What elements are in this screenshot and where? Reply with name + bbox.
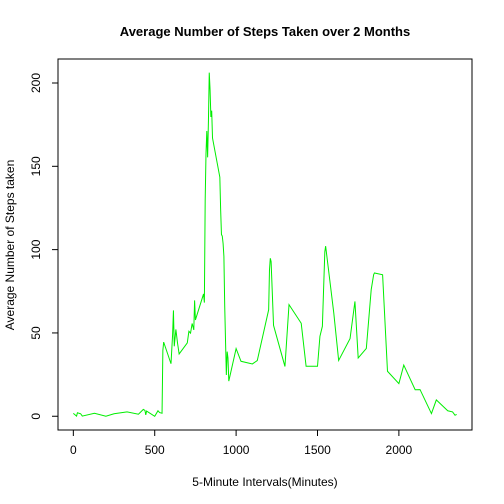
x-tick-label: 2000 [386, 443, 413, 457]
y-tick-label: 200 [29, 73, 43, 93]
x-tick-label: 1500 [304, 443, 331, 457]
y-tick-label: 150 [29, 156, 43, 176]
x-tick-label: 1000 [223, 443, 250, 457]
y-tick-label: 100 [29, 239, 43, 259]
data-line [73, 72, 457, 417]
x-tick-label: 500 [145, 443, 165, 457]
x-tick-label: 0 [70, 443, 77, 457]
y-tick-label: 50 [29, 326, 43, 340]
y-axis-label: Average Number of Steps taken [3, 160, 17, 331]
chart-title: Average Number of Steps Taken over 2 Mon… [120, 24, 410, 39]
plot-frame [57, 58, 473, 431]
y-tick-label: 0 [29, 413, 43, 420]
x-axis-label: 5-Minute Intervals(Minutes) [192, 475, 337, 489]
